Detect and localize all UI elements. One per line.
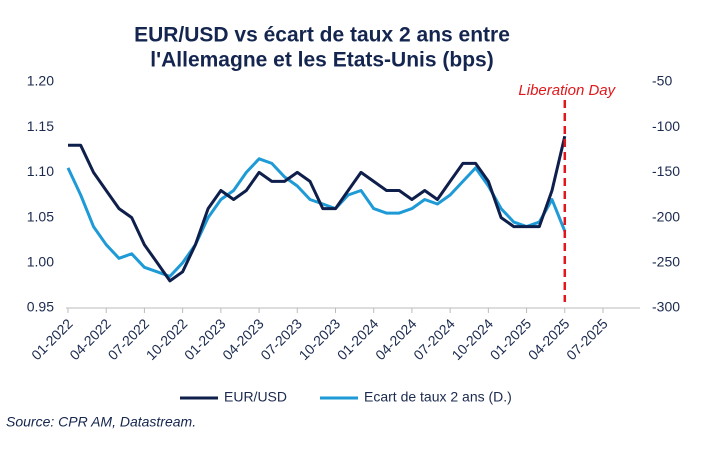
- x-tick-label: 01-2024: [334, 315, 382, 363]
- x-tick-label: 10-2024: [448, 315, 496, 363]
- x-tick-label: 07-2025: [563, 315, 611, 363]
- source: Source: CPR AM, Datastream.: [6, 414, 196, 430]
- x-tick-label: 01-2022: [28, 315, 76, 363]
- y-tick-label: 1.10: [27, 163, 54, 179]
- x-tick-label: 07-2022: [105, 315, 153, 363]
- x-tick-label: 04-2023: [219, 315, 267, 363]
- y2-tick-label: -200: [652, 208, 680, 224]
- y-tick-label: 1.00: [27, 254, 54, 270]
- y-tick-label: 1.20: [27, 73, 54, 89]
- y2-tick-label: -300: [652, 299, 680, 315]
- y-tick-label: 0.95: [27, 299, 54, 315]
- y-tick-label: 1.15: [27, 118, 54, 134]
- chart-title: l'Allemagne et les Etats-Unis (bps): [150, 49, 493, 72]
- x-tick-label: 01-2025: [487, 315, 535, 363]
- x-tick-label: 04-2022: [66, 315, 114, 363]
- y2-tick-label: -50: [652, 73, 672, 89]
- x-tick-label: 04-2025: [525, 315, 573, 363]
- x-tick-label: 01-2023: [181, 315, 229, 363]
- series-line: [68, 135, 567, 283]
- series-line: [66, 157, 567, 278]
- x-tick-label: 07-2024: [410, 315, 458, 363]
- x-tick-label: 07-2023: [257, 315, 305, 363]
- y2-tick-label: -250: [652, 254, 680, 270]
- y-tick-label: 1.05: [27, 208, 54, 224]
- legend-label: Ecart de taux 2 ans (D.): [364, 389, 512, 405]
- annotation-label: Liberation Day: [518, 82, 616, 99]
- y2-tick-label: -150: [652, 163, 680, 179]
- legend-label: EUR/USD: [224, 389, 287, 405]
- x-tick-label: 04-2024: [372, 315, 420, 363]
- y2-tick-label: -100: [652, 118, 680, 134]
- chart-title: EUR/USD vs écart de taux 2 ans entre: [134, 24, 510, 47]
- x-tick-label: 10-2023: [296, 315, 344, 363]
- x-tick-label: 10-2022: [143, 315, 191, 363]
